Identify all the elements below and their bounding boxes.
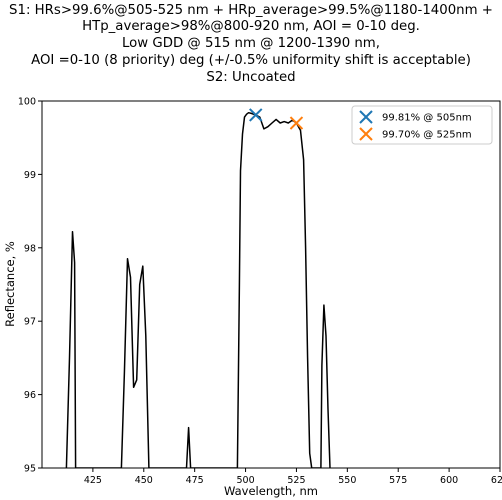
title-line-5: S2: Uncoated (206, 70, 295, 85)
x-axis-ticks: 425 450 475 500 525 550 575 600 625 (84, 468, 502, 486)
x-tick-label: 550 (338, 475, 356, 486)
x-tick-label: 475 (186, 475, 204, 486)
plot-frame (41, 100, 501, 469)
y-tick-label: 98 (24, 243, 36, 254)
x-tick-label: 500 (236, 475, 254, 486)
x-tick-label: 425 (84, 475, 102, 486)
x-tick-label: 525 (287, 475, 305, 486)
legend-entry: 99.70% @ 525nm (359, 127, 472, 141)
legend-box (351, 105, 493, 145)
y-tick-label: 95 (24, 464, 36, 475)
title-line-3: Low GDD @ 515 nm @ 1200-1390 nm, (122, 36, 380, 51)
x-tick-label: 575 (389, 475, 407, 486)
title-line-2: HTp_average>98%@800-920 nm, AOI = 0-10 d… (82, 19, 420, 34)
y-axis-label: Reflectance, % (3, 241, 17, 327)
reflectance-line (65, 111, 331, 468)
chart-title: S1: HRs>99.6%@505-525 nm + HRp_average>9… (9, 3, 493, 85)
y-tick-label: 96 (24, 390, 36, 401)
x-tick-label: 625 (491, 475, 502, 486)
marker-505nm (249, 108, 263, 122)
x-tick-label: 600 (440, 475, 458, 486)
x-axis-label: Wavelength, nm (224, 484, 318, 498)
y-tick-label: 97 (24, 317, 36, 328)
y-axis-ticks: 95 96 97 98 99 100 (18, 97, 42, 475)
title-line-4: AOI =0-10 (8 priority) deg (+/-0.5% unif… (31, 53, 471, 68)
legend-entry: 99.81% @ 505nm (359, 110, 472, 124)
marker-525nm (289, 116, 304, 130)
plot-area (41, 100, 501, 469)
legend-label: 99.81% @ 505nm (382, 113, 472, 124)
y-tick-label: 100 (18, 97, 36, 108)
legend-label: 99.70% @ 525nm (382, 130, 472, 141)
title-line-1: S1: HRs>99.6%@505-525 nm + HRp_average>9… (9, 3, 493, 18)
x-tick-label: 450 (135, 475, 153, 486)
legend: 99.81% @ 505nm 99.70% @ 525nm (351, 105, 493, 145)
y-tick-label: 99 (24, 170, 36, 181)
